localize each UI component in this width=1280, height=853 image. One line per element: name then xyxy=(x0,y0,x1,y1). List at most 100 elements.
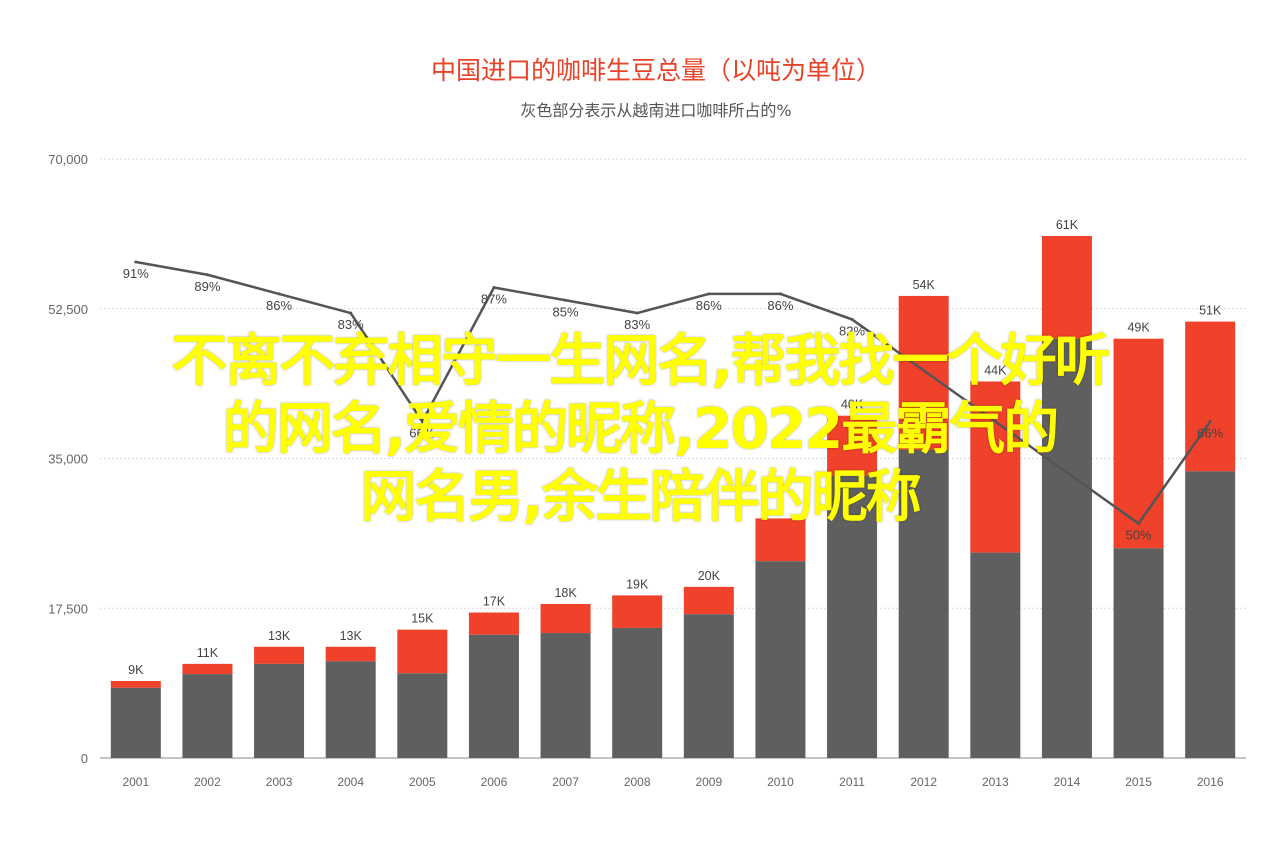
bar-vietnam xyxy=(325,661,376,758)
chart-title: 中国进口的咖啡生豆总量（以吨为单位） xyxy=(431,56,881,85)
bar-total xyxy=(898,295,949,450)
share-point xyxy=(492,286,496,290)
bar-vietnam xyxy=(1185,471,1236,758)
x-tick-label: 2009 xyxy=(695,775,722,789)
data-label: 11K xyxy=(197,646,219,660)
share-label: 86% xyxy=(767,298,793,313)
overlay-line-2: 的网名,爱情的昵称,2022最霸气的 xyxy=(222,397,1059,462)
data-label: 49K xyxy=(1127,321,1150,335)
chart-subtitle: 灰色部分表示从越南进口咖啡所占的% xyxy=(520,101,791,120)
x-tick-label: 2010 xyxy=(767,775,794,789)
data-label: 15K xyxy=(411,612,434,626)
y-tick-label: 70,000 xyxy=(48,152,88,167)
bar-vietnam xyxy=(755,561,806,758)
bar-total xyxy=(254,646,305,664)
bar-total xyxy=(1041,236,1092,339)
share-point xyxy=(707,292,711,296)
bar-vietnam xyxy=(683,614,734,758)
x-axis: 2001 2002 2003 2004 2005 2006 2007 2008 2009 2010… xyxy=(122,775,1223,789)
bar-total xyxy=(540,603,591,634)
share-point xyxy=(1208,420,1212,423)
share-label: 87% xyxy=(481,292,507,307)
data-label: 20K xyxy=(698,569,721,583)
x-tick-label: 2006 xyxy=(481,775,508,789)
data-label: 54K xyxy=(913,278,936,292)
bar-vietnam xyxy=(1113,548,1164,758)
data-label: 40K xyxy=(841,398,864,412)
share-point xyxy=(778,292,782,296)
data-label: 44K xyxy=(984,363,1007,377)
share-point xyxy=(134,260,138,264)
x-tick-label: 2015 xyxy=(1125,775,1152,789)
bar-vietnam xyxy=(898,449,949,758)
share-label: 86% xyxy=(266,298,292,313)
y-tick-label: 52,500 xyxy=(48,302,88,317)
share-label: 91% xyxy=(123,266,149,281)
bar-vietnam xyxy=(110,687,161,758)
share-label: 85% xyxy=(553,304,579,319)
bar-total xyxy=(397,629,448,674)
bar-total xyxy=(755,518,806,562)
x-tick-label: 2004 xyxy=(337,775,364,789)
data-label: 18K xyxy=(554,586,577,600)
share-point xyxy=(349,311,353,315)
bar-total xyxy=(325,646,376,662)
y-tick-label: 17,500 xyxy=(48,601,88,616)
bar-total xyxy=(182,663,233,675)
share-point xyxy=(1137,522,1141,526)
bar-total xyxy=(1113,338,1164,549)
share-label: 50% xyxy=(1126,528,1152,543)
share-label: 82% xyxy=(839,323,865,338)
x-tick-label: 2014 xyxy=(1054,775,1081,789)
share-point xyxy=(277,292,281,296)
share-point xyxy=(635,311,639,315)
bar-total xyxy=(827,415,878,476)
data-label: 19K xyxy=(626,577,649,591)
data-label: 13K xyxy=(340,629,363,643)
bar-vietnam xyxy=(1041,338,1092,758)
bars: 9K 11K 13K 13K 15K 17K 18K 19K 20K 40K 54K 44K 61K 49… xyxy=(110,218,1236,758)
bar-vietnam xyxy=(612,627,663,758)
bar-vietnam xyxy=(468,634,519,758)
data-label: 17K xyxy=(483,595,506,609)
x-tick-label: 2013 xyxy=(982,775,1009,789)
bar-total xyxy=(683,586,734,615)
bar-total xyxy=(468,612,519,635)
share-label: 66% xyxy=(1197,426,1223,441)
x-tick-label: 2012 xyxy=(910,775,937,789)
bar-vietnam xyxy=(254,663,305,758)
bar-total xyxy=(612,595,663,628)
overlay-line-3: 网名男,余生陪伴的昵称 xyxy=(360,465,921,530)
x-tick-label: 2008 xyxy=(624,775,651,789)
bar-vietnam xyxy=(397,673,448,758)
data-label: 13K xyxy=(268,629,291,643)
x-tick-label: 2005 xyxy=(409,775,436,789)
x-tick-label: 2016 xyxy=(1197,775,1224,789)
share-point xyxy=(205,273,209,277)
data-label: 61K xyxy=(1056,218,1079,232)
share-point xyxy=(850,317,854,321)
x-tick-label: 2001 xyxy=(122,775,149,789)
overlay-caption: 不离不弃相守一生网名,帮我找一个好听 的网名,爱情的昵称,2022最霸气的 网名… xyxy=(20,328,1260,532)
share-label: 89% xyxy=(194,279,220,294)
bar-total xyxy=(110,680,161,688)
x-tick-label: 2011 xyxy=(839,775,865,789)
share-label: 66% xyxy=(409,426,435,441)
overlay-line-1: 不离不弃相守一生网名,帮我找一个好听 xyxy=(171,329,1110,394)
share-line: 91% 89% 86% 83% 66% 87% 85% 83% 86% 86% 82% 50% 66% xyxy=(123,260,1224,543)
bar-vietnam xyxy=(970,552,1021,758)
x-tick-label: 2002 xyxy=(194,775,221,789)
data-label: 9K xyxy=(128,663,144,677)
x-tick-label: 2007 xyxy=(552,775,579,789)
share-label: 83% xyxy=(624,317,650,332)
bar-vietnam xyxy=(540,633,591,758)
y-tick-label: 35,000 xyxy=(48,452,88,467)
y-axis: 0 17,500 35,000 52,500 70,000 xyxy=(48,152,88,766)
share-point xyxy=(564,298,568,302)
bar-vietnam xyxy=(827,475,878,758)
bar-vietnam xyxy=(182,674,233,758)
share-label: 83% xyxy=(338,317,364,332)
share-point xyxy=(420,420,424,423)
y-tick-label: 0 xyxy=(81,751,88,766)
